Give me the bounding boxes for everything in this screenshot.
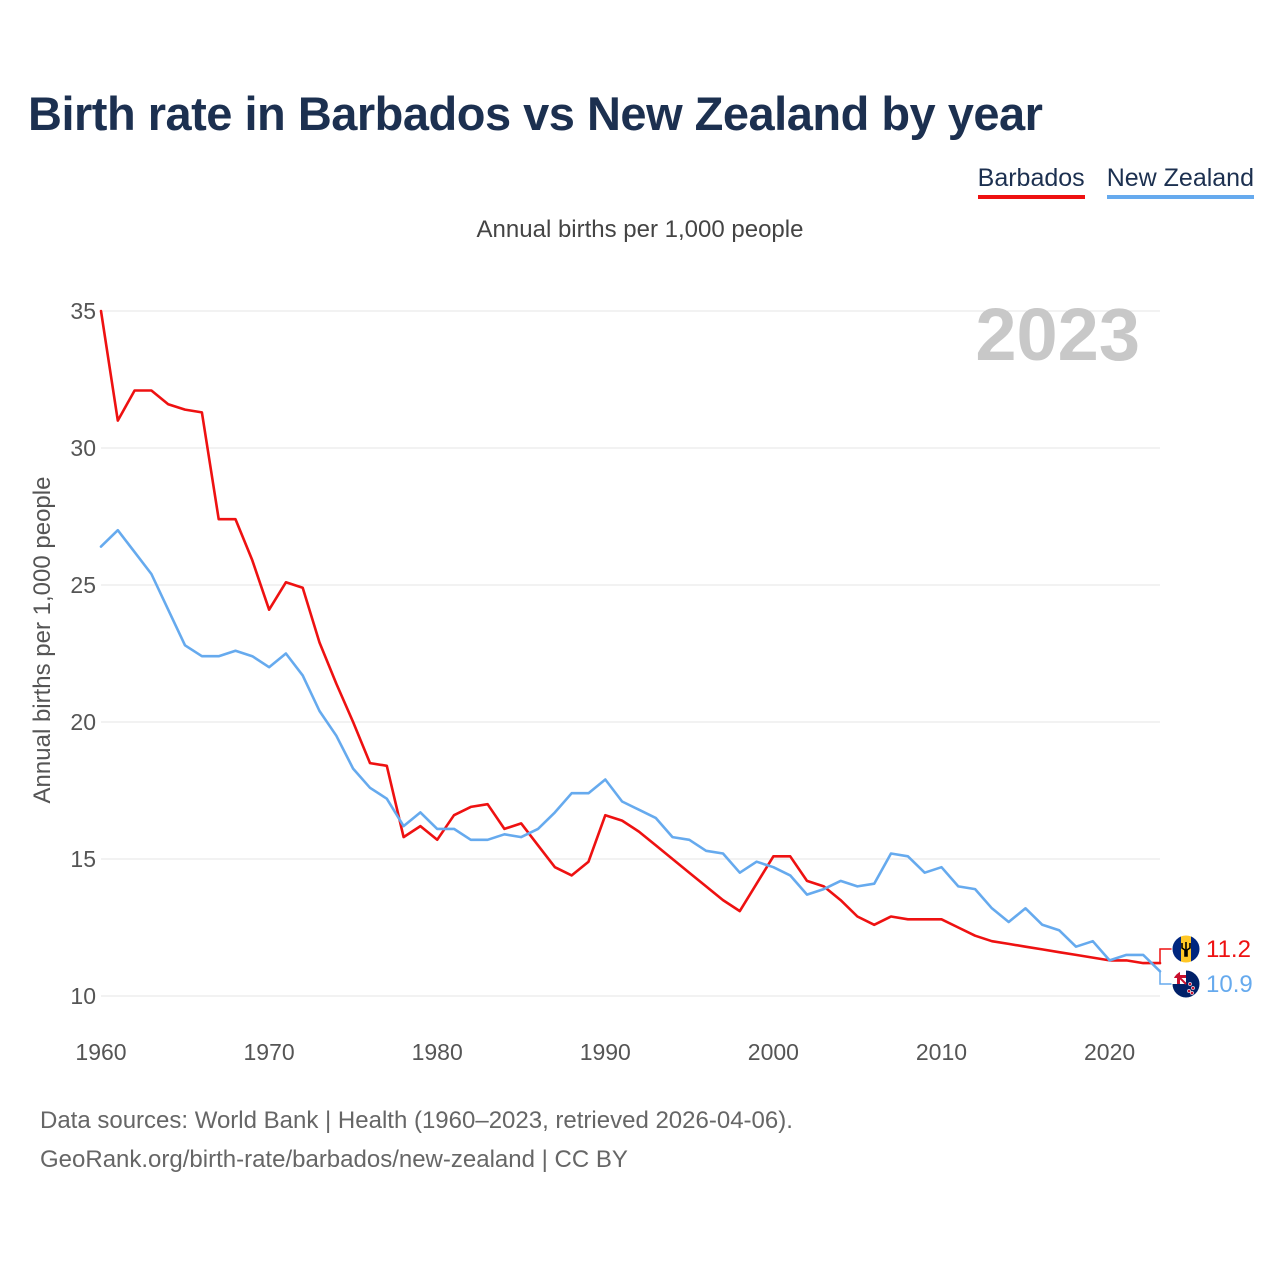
y-axis-ticks: 10 15 20 25 30 35 [70, 298, 96, 1009]
x-tick-label: 2000 [748, 1039, 799, 1065]
y-tick-label: 15 [70, 846, 96, 872]
y-tick-label: 30 [70, 435, 96, 461]
legend: Barbados New Zealand [977, 164, 1254, 199]
footer-sources: Data sources: World Bank | Health (1960–… [40, 1107, 793, 1134]
flag-barbados-icon [1171, 934, 1201, 964]
series-lines [99, 309, 1162, 973]
year-watermark: 2023 [975, 293, 1140, 376]
chart-title: Birth rate in Barbados vs New Zealand by… [28, 87, 1043, 140]
y-tick-label: 10 [70, 983, 96, 1009]
legend-item-new-zealand[interactable]: New Zealand [1106, 164, 1254, 199]
x-tick-label: 2010 [916, 1039, 967, 1065]
end-value-label-new-zealand: 10.9 [1206, 971, 1253, 998]
y-tick-label: 20 [70, 709, 96, 735]
series-line-new-zealand[interactable] [99, 528, 1162, 973]
end-connector-barbados [1159, 948, 1172, 964]
series-line-barbados[interactable] [99, 309, 1162, 965]
y-tick-label: 35 [70, 298, 96, 324]
x-tick-label: 1970 [244, 1039, 295, 1065]
footer-url[interactable]: GeoRank.org/birth-rate/barbados/new-zeal… [40, 1146, 628, 1173]
end-connector-new-zealand [1159, 971, 1172, 985]
x-tick-label: 1980 [412, 1039, 463, 1065]
y-axis-label: Annual births per 1,000 people [29, 477, 56, 804]
x-tick-label: 1990 [580, 1039, 631, 1065]
gridlines [101, 310, 1160, 997]
x-tick-label: 2020 [1084, 1039, 1135, 1065]
end-value-label-barbados: 11.2 [1206, 936, 1251, 963]
y-tick-label: 25 [70, 572, 96, 598]
end-markers: 11.2 10.9 [1159, 934, 1253, 999]
x-axis-ticks: 1960 1970 1980 1990 2000 2010 2020 [75, 1039, 1135, 1065]
flag-new-zealand-icon [1171, 969, 1201, 999]
chart-subtitle: Annual births per 1,000 people [476, 216, 804, 243]
legend-item-barbados[interactable]: Barbados [977, 164, 1085, 199]
x-tick-label: 1960 [75, 1039, 126, 1065]
